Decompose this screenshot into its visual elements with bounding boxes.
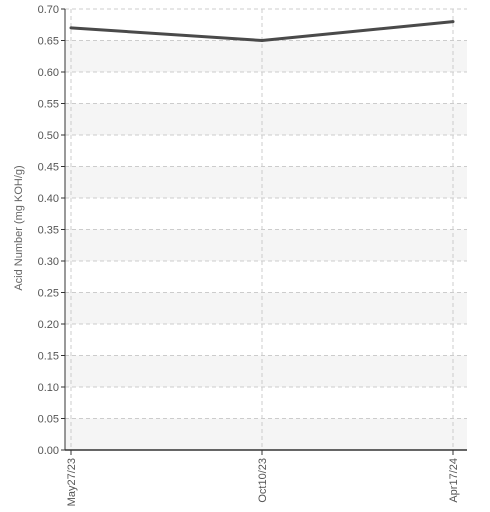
x-tick-label: May27/23	[66, 458, 78, 506]
x-tick-label: Oct10/23	[257, 458, 269, 503]
data-series	[69, 20, 455, 42]
y-tick-label: 0.70	[38, 4, 59, 16]
data-point	[260, 39, 264, 42]
grid-band	[65, 229, 467, 261]
grid-band	[65, 103, 467, 135]
grid-band	[65, 292, 467, 324]
x-tick-label: Apr17/24	[448, 458, 460, 503]
y-tick-label: 0.30	[38, 256, 59, 268]
data-point	[69, 26, 73, 30]
x-axis-ticks: May27/23 Oct10/23 Apr17/24	[66, 450, 460, 506]
data-point	[451, 20, 455, 24]
y-tick-label: 0.05	[38, 414, 59, 426]
y-axis-ticks: 0.00 0.05 0.10 0.15 0.20 0.25 0.30 0.35 0.40 0.45…	[38, 4, 65, 457]
y-tick-label: 0.25	[38, 288, 59, 300]
y-tick-label: 0.40	[38, 193, 59, 205]
grid-band	[65, 166, 467, 198]
y-tick-label: 0.55	[38, 99, 59, 111]
y-tick-label: 0.60	[38, 67, 59, 79]
y-tick-label: 0.20	[38, 319, 59, 331]
background-bands	[65, 40, 467, 450]
y-axis-title: Acid Number (mg KOH/g)	[13, 165, 25, 290]
y-tick-label: 0.00	[38, 445, 59, 457]
grid-lines	[65, 8, 467, 450]
y-tick-label: 0.65	[38, 36, 59, 48]
grid-band	[65, 40, 467, 72]
grid-band	[65, 418, 467, 450]
grid-band	[65, 355, 467, 387]
y-tick-label: 0.35	[38, 225, 59, 237]
y-tick-label: 0.15	[38, 351, 59, 363]
y-tick-label: 0.50	[38, 130, 59, 142]
y-tick-label: 0.10	[38, 382, 59, 394]
y-tick-label: 0.45	[38, 162, 59, 174]
